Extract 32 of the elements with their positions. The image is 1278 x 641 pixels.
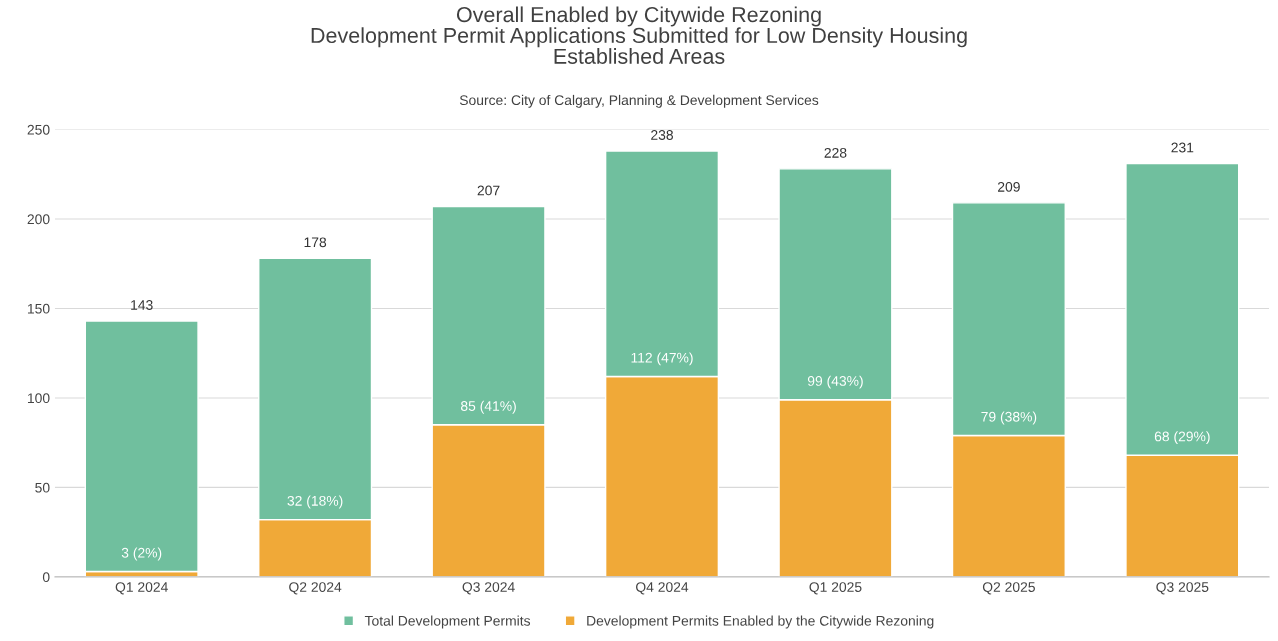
x-tick-label: Q3 2025 (1156, 582, 1209, 595)
legend-label: Total Development Permits (364, 615, 531, 629)
y-tick-label: 150 (27, 303, 50, 314)
data-label: 68 (29%) (1154, 431, 1210, 445)
y-tick-label: 100 (27, 393, 50, 404)
total-label: 178 (304, 237, 327, 248)
x-tick-label: Q1 2024 (115, 582, 168, 595)
data-label: 32 (18%) (287, 495, 343, 509)
chart-subtitle: Source: City of Calgary, Planning & Development Services (459, 94, 819, 108)
x-tick-label: Q3 2024 (462, 582, 515, 595)
legend-label: Development Permits Enabled by the Citywide Rezoning (587, 615, 934, 629)
total-label: 207 (477, 185, 500, 196)
y-tick-label: 200 (27, 214, 50, 225)
total-label: 209 (998, 181, 1020, 192)
data-label: 112 (47%) (631, 352, 693, 366)
y-tick-label: 0 (42, 572, 50, 583)
x-tick-label: Q1 2025 (809, 582, 862, 595)
bar (84, 320, 199, 573)
data-label: 79 (38%) (981, 411, 1037, 425)
total-label: 143 (131, 300, 153, 310)
y-tick-label: 250 (27, 124, 50, 135)
total-label: 238 (651, 130, 673, 140)
x-tick-label: Q4 2024 (636, 582, 689, 595)
x-tick-label: Q2 2025 (982, 582, 1035, 595)
data-label: 3 (2%) (121, 547, 162, 561)
chart-title: Overall Enabled by Citywide Rezoning Development Permit Applications Submitted for Low Density Housing Established Areas (311, 6, 967, 64)
data-label: 85 (41%) (460, 400, 516, 414)
data-label: 99 (43%) (807, 375, 863, 389)
total-label: 228 (824, 147, 847, 158)
x-tick-label: Q2 2024 (289, 582, 342, 595)
total-label: 231 (1171, 142, 1194, 153)
y-tick-label: 50 (35, 482, 50, 493)
